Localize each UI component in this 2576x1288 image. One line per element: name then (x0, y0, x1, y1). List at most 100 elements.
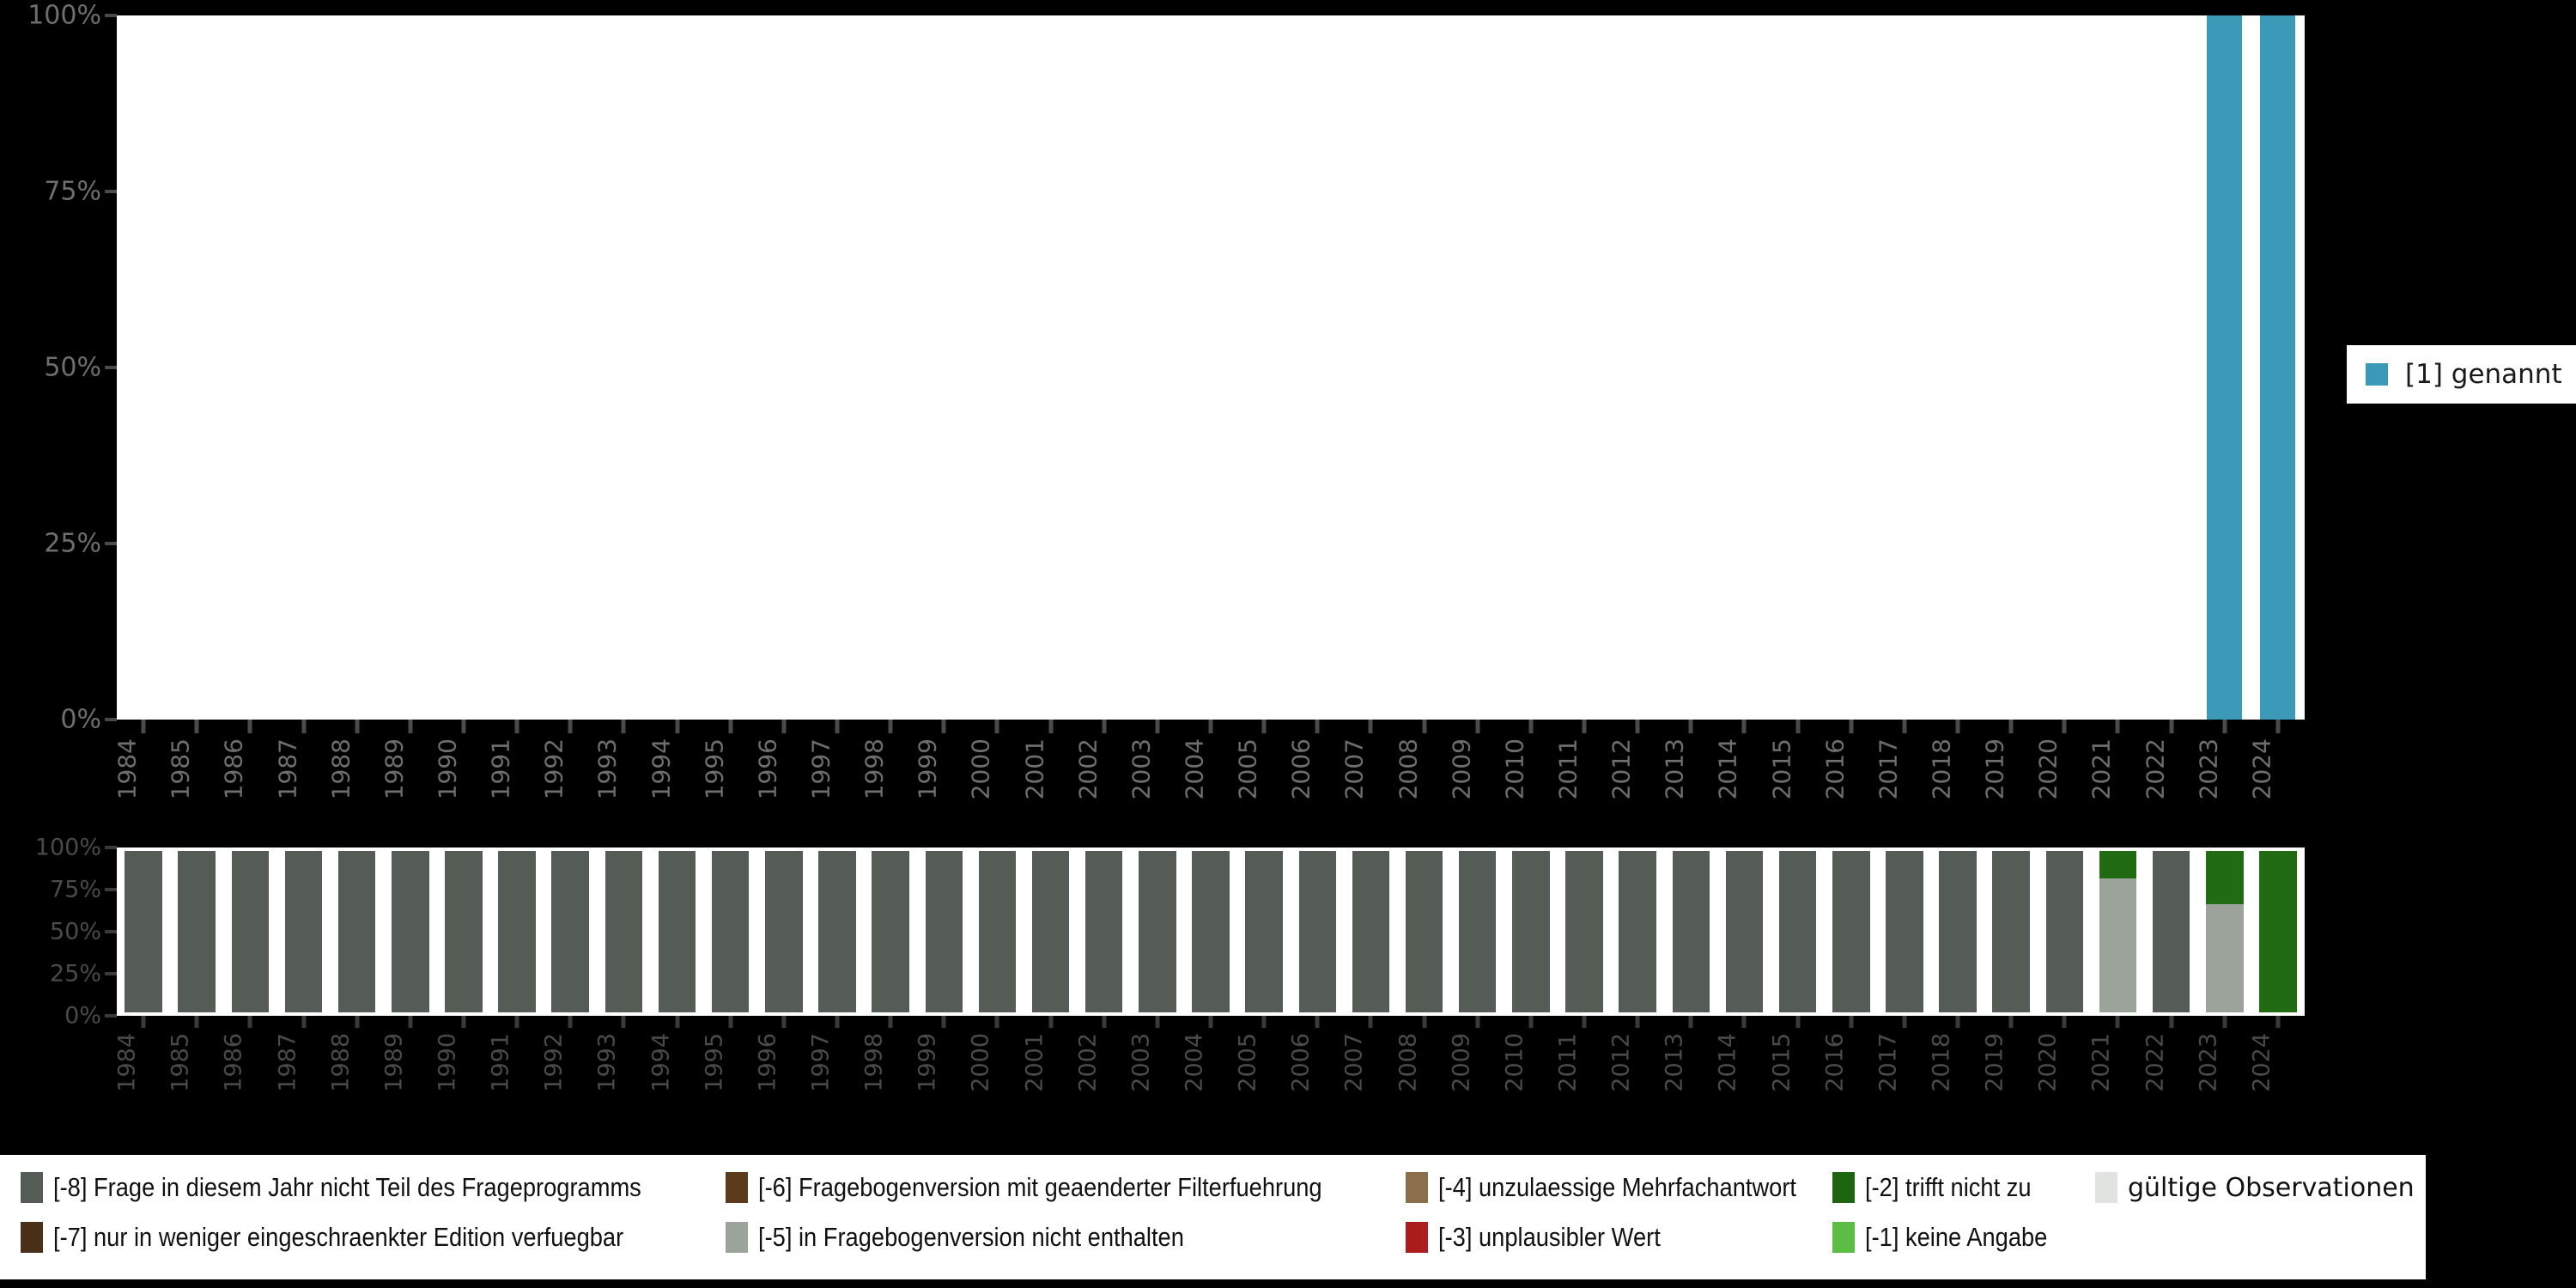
top-x-tick-mark (1261, 720, 1267, 733)
legend-item: [-8] Frage in diesem Jahr nicht Teil des… (21, 1172, 721, 1203)
top-x-tick-label: 2015 (1766, 738, 1795, 800)
top-x-tick-mark (941, 720, 946, 733)
top-x-tick-mark (1155, 720, 1160, 733)
legend-swatch-genannt (2366, 363, 2388, 386)
bottom-y-tick-label: 50% (49, 918, 101, 945)
bottom-y-tick-mark (105, 972, 117, 975)
bottom-x-tick-label: 2003 (1127, 1033, 1155, 1092)
legend-item: gültige Observationen (2095, 1172, 2415, 1203)
bottom-x-tick-label: 1985 (167, 1033, 194, 1092)
legend-item: [-1] keine Angabe (1832, 1222, 2072, 1253)
bottom-x-tick-mark (1368, 1016, 1373, 1028)
legend-item: [-6] Fragebogenversion mit geaenderter F… (726, 1172, 1399, 1203)
bottom-x-tick-label: 1999 (914, 1033, 941, 1092)
legend-label: [-7] nur in weniger eingeschraenkter Edi… (53, 1222, 624, 1252)
stacked-bar-segment (711, 851, 750, 1012)
bottom-x-tick-label: 1987 (274, 1033, 301, 1092)
top-y-tick-label: 25% (44, 528, 101, 559)
bottom-x-tick-mark (247, 1016, 252, 1028)
bottom-x-tick-label: 1984 (113, 1033, 141, 1092)
legend-swatch (1832, 1172, 1855, 1203)
top-x-tick-mark (835, 720, 840, 733)
top-x-tick-label: 2001 (1019, 738, 1048, 800)
top-x-tick-label: 2010 (1500, 738, 1529, 800)
stacked-bar-segment (1778, 851, 1817, 1012)
bottom-x-tick-label: 1988 (327, 1033, 355, 1092)
bottom-x-tick-mark (408, 1016, 413, 1028)
top-y-tick-label: 75% (44, 176, 101, 207)
top-x-tick-mark (1635, 720, 1640, 733)
top-x-tick-mark (247, 720, 252, 733)
stacked-bar-segment (1886, 851, 1923, 1012)
bottom-y-tick-label: 25% (49, 960, 101, 987)
top-x-tick-mark (2222, 720, 2227, 733)
bottom-x-tick-label: 2022 (2142, 1033, 2169, 1092)
top-x-tick-label: 2006 (1286, 738, 1315, 800)
top-x-tick-label: 1988 (326, 738, 355, 800)
stacked-bar-segment (2259, 851, 2297, 1012)
bottom-x-tick-mark (141, 1016, 146, 1028)
bottom-y-tick-mark (105, 930, 117, 933)
stacked-bar (1886, 851, 1923, 1012)
bottom-x-tick-mark (1155, 1016, 1160, 1028)
stacked-bar (765, 851, 803, 1012)
bottom-stacked-bar-chart: 0% 25% 50% 75% 100% 1984 1985 1986 1987 1988 1989… (0, 835, 2576, 1121)
stacked-bar (1298, 851, 1337, 1012)
stacked-bar (1084, 851, 1123, 1012)
bottom-x-tick-label: 2009 (1448, 1033, 1475, 1092)
top-x-tick-mark (408, 720, 413, 733)
top-x-tick-label: 2012 (1607, 738, 1636, 800)
stacked-bar-segment (765, 851, 803, 1012)
legend-label: [-4] unzulaessige Mehrfachantwort (1438, 1172, 1796, 1202)
stacked-bar-segment (1939, 851, 1977, 1012)
bottom-x-tick-mark (1315, 1016, 1320, 1028)
top-x-tick-mark (781, 720, 787, 733)
stacked-bar-segment (1192, 851, 1230, 1012)
top-x-tick-label: 2005 (1233, 738, 1262, 800)
stacked-bar-segment (2099, 878, 2137, 1012)
stacked-bar-segment (231, 851, 270, 1012)
top-x-tick-mark (1955, 720, 1960, 733)
bottom-x-tick-mark (994, 1016, 999, 1028)
stacked-bar (337, 851, 376, 1012)
bottom-y-tick-label: 0% (64, 1002, 101, 1030)
bar (2207, 15, 2243, 720)
stacked-bar-segment (1031, 851, 1070, 1012)
bottom-x-tick-mark (621, 1016, 626, 1028)
top-x-tick-label: 2019 (1980, 738, 2009, 800)
bottom-x-tick-mark (2062, 1016, 2067, 1028)
bottom-x-tick-mark (2008, 1016, 2014, 1028)
top-x-tick-label: 1990 (433, 738, 462, 800)
bottom-x-tick-label: 2004 (1181, 1033, 1208, 1092)
stacked-bar (498, 851, 536, 1012)
top-y-tick-mark (105, 718, 117, 721)
bottom-chart-x-axis: 1984 1985 1986 1987 1988 1989 1990 1991 1992 1993… (113, 1016, 2305, 1119)
stacked-bar (392, 851, 429, 1012)
stacked-bar-segment (2099, 851, 2137, 878)
stacked-bar-segment (2045, 851, 2084, 1012)
stacked-bar-segment (2206, 904, 2244, 1012)
bottom-x-tick-mark (1475, 1016, 1480, 1028)
legend-swatch (726, 1172, 748, 1203)
legend-item: [-3] unplausibler Wert (1406, 1222, 1691, 1253)
legend-label: [-6] Fragebogenversion mit geaenderter F… (758, 1172, 1322, 1202)
stacked-bar-segment (1725, 851, 1764, 1012)
stacked-bar (925, 851, 963, 1012)
top-y-tick-label: 100% (27, 0, 101, 31)
top-x-tick-label: 2014 (1713, 738, 1742, 800)
bottom-x-tick-label: 2016 (1821, 1033, 1849, 1092)
stacked-bar-segment (978, 851, 1017, 1012)
stacked-bar-segment (658, 851, 696, 1012)
stacked-bar (445, 851, 483, 1012)
top-x-tick-mark (514, 720, 519, 733)
bottom-x-tick-mark (941, 1016, 946, 1028)
bottom-y-tick-mark (105, 846, 117, 849)
top-x-tick-mark (1688, 720, 1693, 733)
stacked-bar (2099, 851, 2137, 1012)
legend-swatch (21, 1172, 43, 1203)
legend-label: [-5] in Fragebogenversion nicht enthalte… (758, 1222, 1184, 1252)
stacked-bar (231, 851, 270, 1012)
top-x-tick-label: 1984 (112, 738, 142, 800)
legend-label: [-1] keine Angabe (1865, 1222, 2048, 1252)
bottom-x-tick-label: 2001 (1021, 1033, 1048, 1092)
